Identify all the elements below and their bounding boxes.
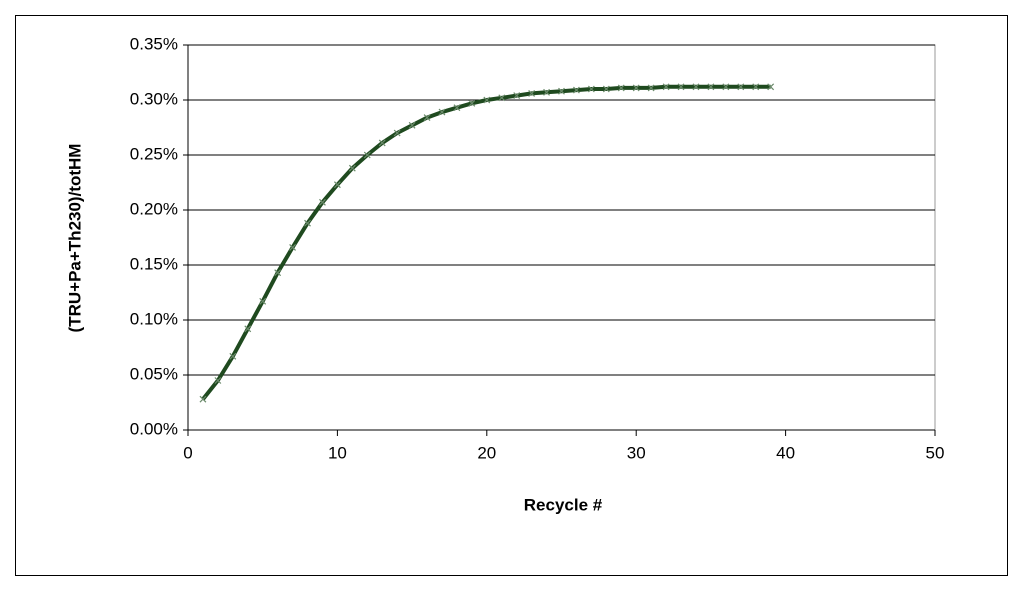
y-tick-label: 0.35%	[130, 34, 178, 53]
data-point	[214, 377, 222, 384]
data-point	[259, 297, 267, 305]
data-point	[662, 83, 670, 91]
data-point	[722, 83, 730, 91]
data-point	[632, 84, 640, 92]
data-point	[453, 104, 461, 112]
data-point	[707, 83, 715, 91]
y-tick-label: 0.15%	[130, 254, 178, 273]
x-tick-label: 30	[627, 443, 646, 462]
data-point	[229, 352, 237, 360]
data-point	[752, 83, 760, 91]
data-point	[647, 84, 655, 92]
y-tick-label: 0.20%	[130, 199, 178, 218]
data-point	[319, 198, 326, 206]
y-tick-label: 0.00%	[130, 419, 178, 438]
data-point	[244, 325, 252, 333]
plot-area	[187, 44, 936, 431]
data-point	[199, 395, 207, 403]
data-point	[483, 96, 491, 104]
y-tick-label: 0.25%	[130, 144, 178, 163]
data-point	[438, 108, 446, 116]
data-point	[333, 181, 341, 189]
data-point	[363, 151, 371, 159]
data-point	[289, 243, 297, 251]
data-point	[767, 83, 775, 91]
data-point	[393, 129, 401, 137]
x-tick-label: 10	[328, 443, 347, 462]
data-point	[737, 83, 745, 91]
data-point	[513, 92, 521, 100]
data-point	[528, 89, 536, 97]
x-tick-label: 20	[477, 443, 496, 462]
data-point	[378, 139, 386, 147]
data-point	[617, 84, 625, 92]
y-tick-label: 0.30%	[130, 89, 178, 108]
data-point	[498, 94, 506, 102]
x-tick-label: 50	[926, 443, 945, 462]
data-point	[587, 85, 595, 93]
y-tick-label: 0.10%	[130, 309, 178, 328]
x-tick-label: 40	[776, 443, 795, 462]
x-tick-label: 0	[183, 443, 192, 462]
data-point	[468, 99, 476, 107]
y-tick-label: 0.05%	[130, 364, 178, 383]
data-point	[692, 83, 700, 91]
data-point	[677, 83, 685, 91]
data-point	[408, 121, 416, 129]
y-axis-title: (TRU+Pa+Th230)/totHM	[65, 144, 84, 333]
data-point	[304, 219, 311, 227]
data-point	[573, 86, 580, 94]
data-point	[423, 114, 431, 122]
data-point	[543, 88, 550, 96]
data-point	[274, 269, 282, 277]
data-point	[602, 85, 610, 93]
data-point	[348, 164, 356, 172]
x-axis-title: Recycle #	[524, 495, 603, 514]
data-point	[558, 87, 565, 95]
